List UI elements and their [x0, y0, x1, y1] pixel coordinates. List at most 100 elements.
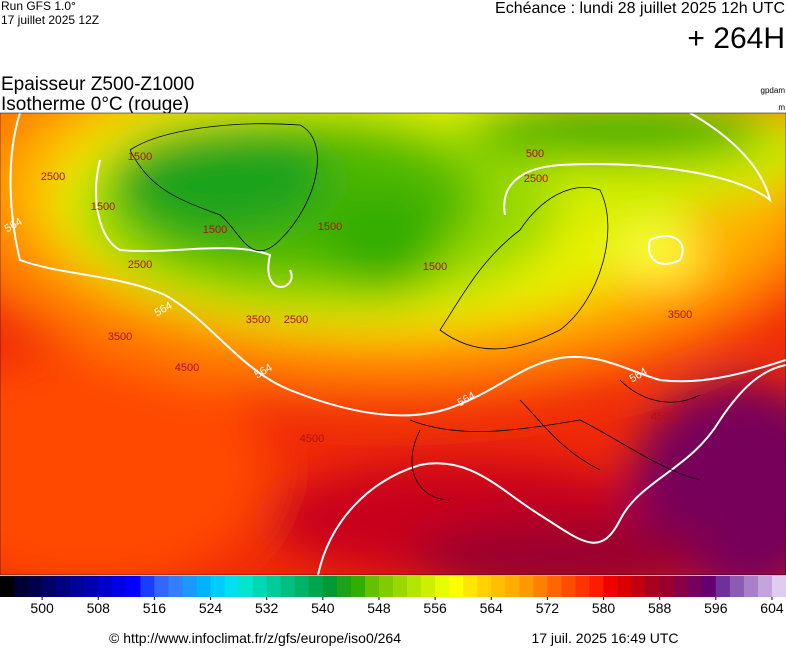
swatch [421, 576, 436, 597]
tick-label: 564 [480, 600, 504, 616]
contour-label: 1500 [318, 221, 342, 233]
swatch [519, 576, 534, 597]
swatch [252, 576, 268, 597]
swatch [280, 576, 296, 597]
swatch [673, 576, 689, 597]
tick-label: 516 [143, 600, 167, 616]
contour-label: 3500 [246, 314, 270, 326]
contour-label: 1500 [423, 261, 447, 273]
swatch [224, 576, 240, 597]
valid-time: Echéance : lundi 28 juillet 2025 12h UTC [495, 0, 785, 17]
title-2: Isotherme 0°C (rouge) [1, 94, 189, 115]
tick-label: 500 [30, 600, 54, 616]
swatch [407, 576, 422, 597]
contour-label: 3500 [668, 309, 692, 321]
swatch [575, 576, 590, 597]
lead-time: + 264H [687, 22, 785, 55]
contour-label: 2500 [128, 259, 152, 271]
run: Run GFS 1.0° [1, 0, 76, 13]
tick-label: 532 [255, 600, 279, 616]
contour-label: 4500 [651, 411, 675, 423]
tick-label: 540 [311, 600, 335, 616]
map-frame [0, 112, 786, 576]
swatch [491, 576, 506, 597]
tick-label: 588 [648, 600, 672, 616]
contour-label: 3500 [108, 331, 132, 343]
swatch [378, 576, 394, 597]
swatch [28, 576, 43, 597]
swatch [617, 576, 633, 597]
swatch [729, 576, 745, 597]
tick-label: 556 [423, 600, 447, 616]
tick-label: 548 [367, 600, 391, 616]
contour-label: 1500 [203, 224, 227, 236]
tick-label: 604 [760, 600, 784, 616]
swatch [98, 576, 113, 597]
swatch [449, 576, 464, 597]
swatch [645, 576, 661, 597]
swatch [743, 576, 759, 597]
swatch [210, 576, 226, 597]
swatch [757, 576, 773, 597]
title-1: Epaisseur Z500-Z1000 [1, 74, 194, 95]
swatch [350, 576, 366, 597]
unit-1: gpdam [761, 86, 786, 95]
contour-label: 4500 [300, 433, 324, 445]
swatch [238, 576, 254, 597]
swatch [687, 576, 703, 597]
swatch [112, 576, 127, 597]
swatch [561, 576, 576, 597]
swatch [533, 576, 548, 597]
swatch [435, 576, 450, 597]
swatch [463, 576, 478, 597]
contour-label: 500 [526, 148, 544, 160]
swatch [715, 576, 731, 597]
contours [9, 113, 786, 575]
swatch [589, 576, 605, 597]
tick-label: 508 [87, 600, 111, 616]
swatch [196, 576, 212, 597]
swatch [393, 576, 408, 597]
swatch [168, 576, 183, 597]
swatch [56, 576, 71, 597]
swatch [308, 576, 324, 597]
tick-label: 596 [704, 600, 728, 616]
swatch [322, 576, 338, 597]
swatch [14, 576, 29, 597]
swatch [771, 576, 786, 597]
swatch [266, 576, 282, 597]
tick-label: 580 [592, 600, 616, 616]
swatch [140, 576, 155, 597]
contour-label: 2500 [41, 171, 65, 183]
swatch [603, 576, 619, 597]
run-date: 17 juillet 2025 12Z [1, 13, 99, 27]
colorbar: 500 508 516 524 532 540 548 556 564 572 580 588 596 6… [0, 576, 786, 616]
coastlines [129, 123, 701, 501]
swatch [182, 576, 197, 597]
swatch [336, 576, 352, 597]
contour-label: 1500 [91, 201, 115, 213]
swatch [505, 576, 520, 597]
footer-url: © http://www.infoclimat.fr/z/gfs/europe/… [109, 630, 401, 646]
tick-label: 572 [536, 600, 560, 616]
swatch [701, 576, 717, 597]
swatch [154, 576, 169, 597]
swatch [294, 576, 310, 597]
swatch [42, 576, 57, 597]
swatch [70, 576, 85, 597]
unit-2: m [778, 103, 785, 112]
swatch [126, 576, 141, 597]
tick-label: 524 [199, 600, 223, 616]
swatch [0, 576, 15, 597]
contour-label: 4500 [175, 362, 199, 374]
swatch [659, 576, 675, 597]
contour-label: 1500 [128, 151, 152, 163]
contour-label: 2500 [524, 173, 548, 185]
swatch [84, 576, 99, 597]
footer-date: 17 juil. 2025 16:49 UTC [531, 630, 678, 646]
swatch [364, 576, 380, 597]
field [0, 113, 786, 575]
swatch [547, 576, 562, 597]
